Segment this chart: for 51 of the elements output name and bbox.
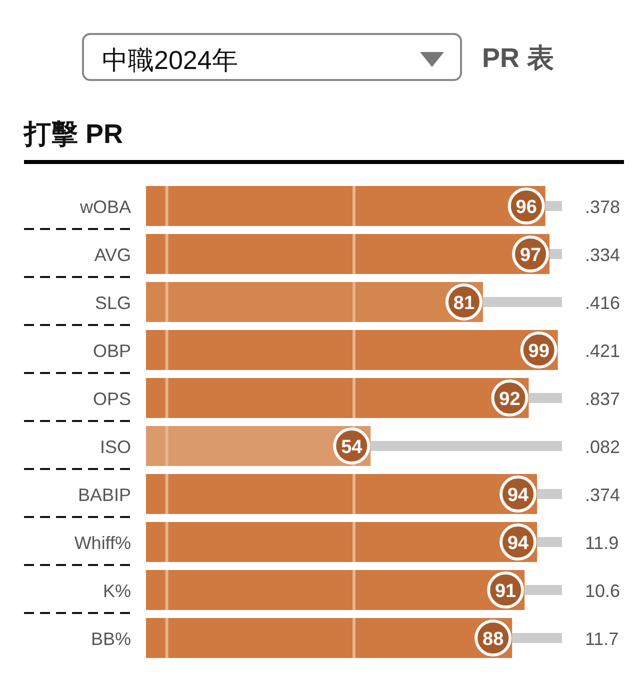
y-tick-label: OBP: [92, 341, 131, 361]
text: .378: [585, 197, 620, 217]
bar: [146, 618, 512, 658]
text: .082: [585, 437, 620, 457]
bar: [146, 474, 538, 514]
y-tick-label: wOBA: [78, 197, 131, 217]
y-tick-label: ISO: [100, 437, 131, 457]
text: PR 表: [482, 42, 554, 75]
y-tick-label: AVG: [94, 245, 131, 265]
bar: [370, 441, 562, 451]
y-tick-label: OPS: [92, 389, 131, 409]
data-label: 94: [507, 485, 530, 506]
text: .416: [585, 293, 620, 313]
text: .374: [585, 485, 620, 505]
bar: [146, 522, 538, 562]
dropdown: 中職2024年: [82, 33, 462, 81]
y-tick-label: BB%: [90, 629, 131, 649]
bar: [524, 585, 562, 595]
data-label: 92: [499, 389, 520, 410]
data-label: 91: [494, 581, 517, 602]
bar: [146, 570, 525, 610]
chart-title: 打擊 PR: [24, 118, 124, 151]
text: 11.7: [585, 629, 619, 649]
y-tick-label: BABIP: [78, 485, 131, 505]
data-label: 81: [453, 293, 475, 314]
text: .334: [585, 245, 620, 265]
data-label: 99: [528, 341, 550, 362]
data-label: 88: [482, 629, 504, 650]
data-label: 96: [516, 197, 537, 218]
bar: [146, 234, 550, 274]
bar: [146, 282, 483, 322]
y-tick-label: K%: [102, 581, 131, 601]
text: .837: [585, 389, 620, 409]
bar: [146, 378, 529, 418]
text: .421: [585, 341, 620, 361]
text: 10.6: [585, 581, 620, 601]
data-label: 94: [507, 533, 530, 554]
bar: [482, 297, 562, 307]
bar: [146, 330, 558, 370]
bar: [550, 249, 562, 259]
bar: [528, 393, 562, 403]
bar: [545, 201, 562, 211]
bar: [537, 537, 562, 547]
bar: [537, 489, 562, 499]
y-tick-label: Whiff%: [74, 533, 131, 553]
y-tick-label: SLG: [94, 293, 131, 313]
bar: [146, 186, 546, 226]
text: 11.9: [585, 533, 619, 553]
data-label: 97: [520, 245, 542, 266]
data-label: 54: [341, 437, 363, 458]
bar: [512, 633, 562, 643]
